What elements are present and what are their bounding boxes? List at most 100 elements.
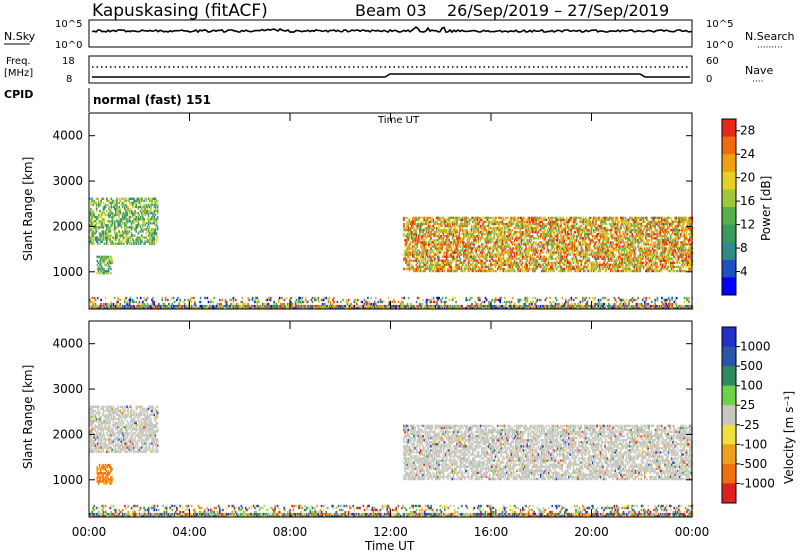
range-gate-cell [537,245,539,247]
range-gate-cell [115,243,117,245]
range-gate-cell [668,262,670,264]
range-gate-cell [610,231,612,233]
range-gate-cell [552,258,554,260]
range-gate-cell [503,217,505,219]
range-gate-cell [685,221,687,223]
range-gate-cell [418,256,420,258]
range-gate-cell [641,241,643,243]
range-gate-cell [591,270,593,272]
range-gate-cell [577,239,579,241]
sky-ytick-top-right: 10^5 [706,19,733,30]
range-gate-cell [587,270,589,272]
range-gate-cell [533,266,535,268]
range-gate-cell [560,251,562,253]
range-gate-cell [433,249,435,251]
range-gate-cell [107,204,109,206]
range-gate-cell [565,231,567,233]
range-gate-cell [575,270,577,272]
range-gate-cell [419,251,421,253]
range-gate-cell [129,210,131,212]
sky-left-label: N.Sky [4,30,36,43]
range-gate-cell [592,237,594,239]
range-gate-cell [583,249,585,251]
range-gate-cell [141,200,143,202]
range-gate-cell [565,270,567,272]
range-gate-cell [501,227,503,229]
range-gate-cell [661,270,663,272]
range-gate-cell [433,264,435,266]
range-gate-cell [643,217,645,219]
range-gate-cell [680,266,682,268]
range-gate-cell [495,266,497,268]
range-gate-cell [529,266,531,268]
range-gate-cell [149,226,151,228]
range-gate-cell [512,229,514,231]
range-gate-cell [99,232,101,234]
range-gate-cell [524,237,526,239]
range-gate-cell [98,214,100,216]
range-gate-cell [540,251,542,253]
range-gate-cell [644,221,646,223]
range-gate-cell [648,239,650,241]
cpid-program: normal (fast) 151 [93,93,211,107]
range-gate-cell [668,266,670,268]
range-gate-cell [107,243,109,245]
range-gate-cell [118,198,120,200]
range-gate-cell [503,256,505,258]
range-gate-cell [556,229,558,231]
range-gate-cell [535,237,537,239]
range-gate-cell [540,266,542,268]
range-gate-cell [590,217,592,219]
range-gate-cell [444,270,446,272]
range-gate-cell [98,200,100,202]
range-gate-cell [472,262,474,264]
range-gate-cell [496,217,498,219]
range-gate-cell [142,224,144,226]
range-gate-cell [447,260,449,262]
range-gate-cell [146,204,148,206]
range-gate-cell [651,227,653,229]
sky-ytick-top-left: 10^5 [55,19,82,30]
range-gate-cell [635,241,637,243]
range-gate-cell [409,270,411,272]
range-gate-cell [439,270,441,272]
range-gate-cell [403,268,405,270]
range-gate-cell [460,245,462,247]
range-gate-cell [422,256,424,258]
range-gate-cell [487,260,489,262]
range-gate-cell [518,243,520,245]
range-gate-cell [121,224,123,226]
range-gate-cell [412,241,414,243]
range-gate-cell [480,237,482,239]
range-gate-cell [138,198,140,200]
range-gate-cell [617,231,619,233]
range-gate-cell [532,231,534,233]
range-gate-cell [123,243,125,245]
range-gate-cell [620,227,622,229]
range-gate-cell [622,270,624,272]
range-gate-cell [129,230,131,232]
range-gate-cell [490,241,492,243]
range-gate-cell [421,217,423,219]
range-gate-cell [650,245,652,247]
range-gate-cell [419,217,421,219]
range-gate-cell [492,256,494,258]
range-gate-cell [112,220,114,222]
range-gate-cell [419,237,421,239]
range-gate-cell [653,270,655,272]
range-gate-cell [581,256,583,258]
range-gate-cell [459,231,461,233]
range-gate-cell [451,270,453,272]
range-gate-cell [475,256,477,258]
range-gate-cell [442,270,444,272]
range-gate-cell [157,204,159,206]
range-gate-cell [633,235,635,237]
range-gate-cell [557,221,559,223]
range-gate-cell [109,230,111,232]
range-gate-cell [643,233,645,235]
date-range: 26/Sep/2019 – 27/Sep/2019 [447,1,669,20]
search-noise-label: N.Search [745,30,795,43]
range-gate-cell [111,206,113,208]
range-gate-cell [481,227,483,229]
